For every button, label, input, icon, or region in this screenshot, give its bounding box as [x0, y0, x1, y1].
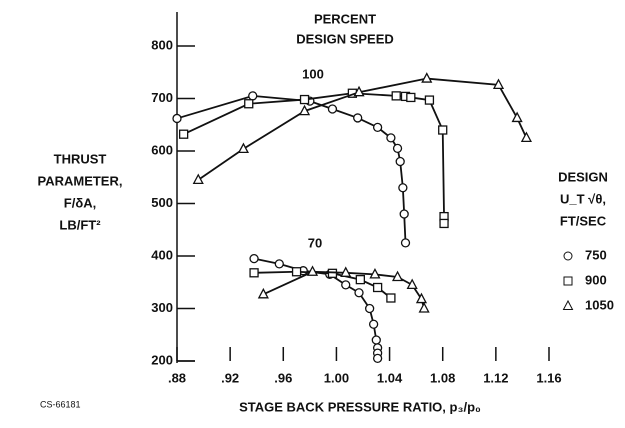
marker — [274, 259, 284, 269]
marker — [392, 143, 403, 154]
marker — [372, 353, 383, 364]
y-axis-label: LB/FT² — [59, 217, 101, 232]
marker — [395, 156, 405, 167]
x-tick-label: 1.12 — [483, 370, 508, 385]
marker — [340, 266, 352, 277]
marker — [406, 92, 416, 103]
figure-code: CS-66181 — [40, 399, 81, 409]
marker — [364, 303, 375, 314]
y-tick-label: 700 — [151, 90, 173, 105]
marker — [244, 99, 254, 109]
marker — [249, 268, 259, 278]
marker — [400, 238, 411, 248]
y-axis-label: F/δA, — [64, 195, 96, 210]
marker — [563, 251, 573, 261]
marker — [249, 253, 259, 264]
y-tick-label: 800 — [151, 37, 173, 52]
x-tick-label: 1.04 — [377, 370, 403, 385]
marker — [327, 104, 338, 114]
marker — [354, 288, 364, 298]
marker — [192, 173, 204, 185]
x-tick-label: 1.00 — [324, 370, 349, 385]
marker — [492, 78, 505, 89]
marker — [237, 142, 250, 154]
marker — [291, 267, 302, 277]
x-tick-label: 1.16 — [536, 370, 561, 385]
marker — [438, 125, 448, 135]
data-line — [197, 77, 528, 181]
marker — [178, 129, 189, 139]
x-tick-label: .92 — [221, 370, 239, 385]
marker — [353, 113, 363, 123]
chart-title: DESIGN SPEED — [296, 31, 394, 46]
data-line — [176, 94, 407, 243]
data-line — [183, 92, 445, 224]
marker — [368, 319, 379, 329]
marker — [172, 113, 182, 124]
marker — [418, 302, 430, 313]
marker — [563, 276, 573, 286]
marker — [439, 218, 449, 229]
marker — [415, 292, 428, 304]
marker — [248, 91, 258, 101]
legend-label: 900 — [585, 272, 607, 287]
marker — [369, 267, 381, 279]
marker — [391, 91, 401, 101]
marker — [386, 133, 396, 143]
x-tick-label: .88 — [168, 370, 186, 385]
legend-label: 750 — [585, 247, 607, 262]
marker — [399, 209, 409, 219]
data-line — [254, 270, 392, 299]
marker — [341, 280, 351, 290]
marker — [371, 335, 381, 345]
chart-title: PERCENT — [314, 11, 376, 26]
y-tick-label: 400 — [151, 247, 173, 262]
legend-title: FT/SEC — [560, 213, 607, 228]
marker — [299, 94, 310, 105]
marker — [424, 95, 435, 105]
marker — [257, 287, 269, 299]
legend-label: 1050 — [585, 297, 614, 312]
marker — [391, 270, 404, 282]
group-label: 100 — [302, 66, 324, 81]
group-label: 70 — [308, 235, 322, 250]
x-axis-label: STAGE BACK PRESSURE RATIO, p₃/p₀ — [239, 399, 481, 414]
marker — [520, 131, 532, 143]
marker — [562, 299, 574, 310]
marker — [372, 122, 383, 133]
y-axis-label: PARAMETER, — [38, 173, 123, 188]
legend-title: U_T √θ, — [560, 191, 606, 206]
y-tick-label: 500 — [151, 195, 173, 210]
legend-title: DESIGN — [558, 169, 608, 184]
y-tick-label: 600 — [151, 142, 173, 157]
marker — [372, 282, 383, 293]
marker — [386, 293, 396, 303]
marker — [306, 265, 319, 276]
marker — [353, 85, 365, 97]
marker — [355, 274, 365, 285]
marker — [511, 111, 523, 123]
y-axis-label: THRUST — [54, 151, 107, 166]
y-tick-label: 200 — [151, 352, 173, 367]
x-tick-label: 1.08 — [430, 370, 455, 385]
x-tick-label: .96 — [274, 370, 292, 385]
y-tick-label: 300 — [151, 300, 173, 315]
marker — [398, 183, 408, 193]
marker — [406, 278, 418, 290]
marker — [421, 72, 433, 83]
marker — [298, 104, 311, 116]
